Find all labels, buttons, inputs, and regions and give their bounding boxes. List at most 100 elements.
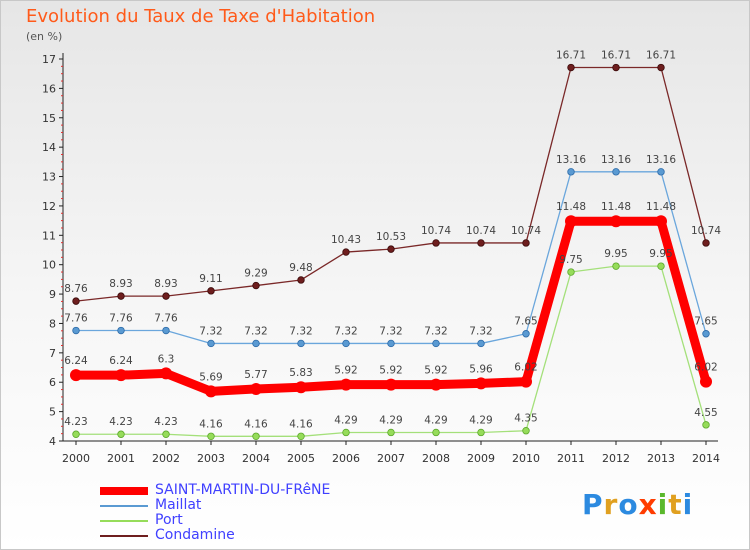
data-label-saint-martin: 5.92 [334, 365, 357, 377]
data-point-port [162, 430, 170, 438]
data-label-condamine: 16.71 [601, 50, 631, 62]
data-label-condamine: 10.74 [511, 225, 541, 237]
data-point-condamine [612, 63, 620, 72]
data-point-port [432, 428, 440, 437]
data-label-condamine: 16.71 [556, 50, 586, 62]
data-label-saint-martin: 5.77 [244, 369, 267, 381]
data-point-condamine [342, 248, 350, 256]
x-tick-label: 2010 [512, 452, 540, 465]
series-layer [70, 63, 712, 440]
data-point-saint-martin [160, 367, 172, 380]
data-point-condamine [657, 63, 665, 72]
data-point-maillat [477, 339, 485, 348]
x-tick-label: 2001 [107, 452, 135, 465]
data-label-condamine: 16.71 [646, 50, 676, 62]
data-point-port [72, 430, 80, 438]
legend-swatch-maillat [100, 505, 148, 507]
data-point-condamine [297, 276, 305, 284]
data-label-condamine: 10.74 [691, 225, 721, 237]
data-label-maillat: 7.32 [379, 325, 402, 337]
data-point-saint-martin [610, 215, 622, 228]
data-point-maillat [522, 330, 530, 338]
data-point-port [477, 428, 485, 437]
legend-swatch-saint-martin [100, 487, 148, 495]
data-point-saint-martin [295, 381, 307, 394]
data-point-condamine [252, 281, 260, 290]
data-label-saint-martin: 5.83 [289, 367, 312, 379]
data-label-maillat: 7.65 [694, 316, 717, 328]
data-point-condamine [477, 239, 485, 247]
y-tick-label: 15 [42, 112, 56, 125]
data-point-port [207, 432, 215, 440]
y-tick-label: 17 [42, 53, 56, 66]
data-point-port [387, 428, 395, 437]
legend-swatch-port [100, 520, 148, 522]
data-point-maillat [657, 168, 665, 176]
data-label-port: 4.29 [469, 414, 492, 426]
proxiti-logo: Proxiti [582, 488, 693, 521]
data-point-condamine [567, 63, 575, 72]
x-tick-label: 2013 [647, 452, 675, 465]
y-tick-label: 4 [49, 435, 56, 448]
data-point-saint-martin [70, 369, 82, 382]
series-line-port [75, 265, 707, 437]
data-point-maillat [297, 339, 305, 348]
data-label-saint-martin: 11.48 [601, 201, 631, 213]
data-label-condamine: 10.53 [376, 231, 406, 243]
data-point-maillat [342, 339, 350, 348]
y-tick-label: 9 [49, 288, 56, 301]
data-label-port: 9.95 [649, 248, 672, 260]
data-label-saint-martin: 5.96 [469, 363, 493, 375]
legend-swatch-condamine [100, 535, 148, 537]
data-label-port: 4.16 [244, 418, 268, 430]
data-point-saint-martin [520, 375, 532, 388]
data-label-condamine: 10.74 [421, 225, 451, 237]
data-label-maillat: 13.16 [556, 154, 586, 166]
logo-letter: i [682, 488, 694, 521]
x-tick-label: 2012 [602, 452, 630, 465]
data-label-port: 9.75 [559, 254, 582, 266]
logo-letter: r [603, 488, 619, 521]
data-label-condamine: 8.76 [64, 283, 88, 295]
data-label-saint-martin: 6.02 [514, 362, 537, 374]
data-label-maillat: 7.76 [109, 313, 133, 325]
data-point-saint-martin [430, 378, 442, 391]
data-point-saint-martin [115, 369, 127, 382]
data-label-port: 9.95 [604, 248, 627, 260]
data-label-condamine: 9.29 [244, 268, 267, 280]
data-point-condamine [162, 292, 170, 300]
legend-label-saint-martin: SAINT-MARTIN-DU-FRêNE [155, 482, 331, 498]
data-point-port [117, 430, 125, 438]
data-point-port [702, 421, 710, 429]
data-label-port: 4.55 [694, 407, 717, 419]
data-point-condamine [387, 245, 395, 253]
y-tick-label: 10 [42, 259, 56, 272]
data-label-saint-martin: 5.92 [424, 365, 447, 377]
data-point-saint-martin [205, 385, 217, 398]
data-label-saint-martin: 11.48 [556, 201, 586, 213]
legend-label-port: Port [155, 512, 183, 528]
data-label-maillat: 7.76 [154, 313, 178, 325]
x-tick-label: 2006 [332, 452, 360, 465]
axes: 4 5 6 7 8 9 10 11 12 13 14 15 16 17 2000 2001 2002 2003 20… [42, 53, 720, 465]
y-tick-label: 7 [49, 347, 56, 360]
legend-label-condamine: Condamine [155, 527, 235, 543]
data-point-maillat [387, 339, 395, 348]
data-point-saint-martin [700, 375, 712, 388]
data-point-saint-martin [385, 378, 397, 391]
y-tick-label: 8 [49, 317, 56, 330]
data-label-condamine: 9.48 [289, 262, 312, 274]
data-point-condamine [117, 292, 125, 300]
data-point-maillat [567, 168, 575, 176]
data-point-maillat [117, 326, 125, 335]
data-point-port [567, 268, 575, 276]
data-label-port: 4.35 [514, 413, 537, 425]
data-label-maillat: 7.32 [244, 325, 267, 337]
data-label-maillat: 7.76 [64, 313, 88, 325]
data-label-condamine: 8.93 [109, 278, 132, 290]
legend-label-maillat: Maillat [155, 497, 202, 513]
data-label-port: 4.23 [154, 416, 177, 428]
data-point-maillat [612, 168, 620, 176]
data-point-maillat [162, 326, 170, 335]
data-label-port: 4.29 [334, 414, 357, 426]
